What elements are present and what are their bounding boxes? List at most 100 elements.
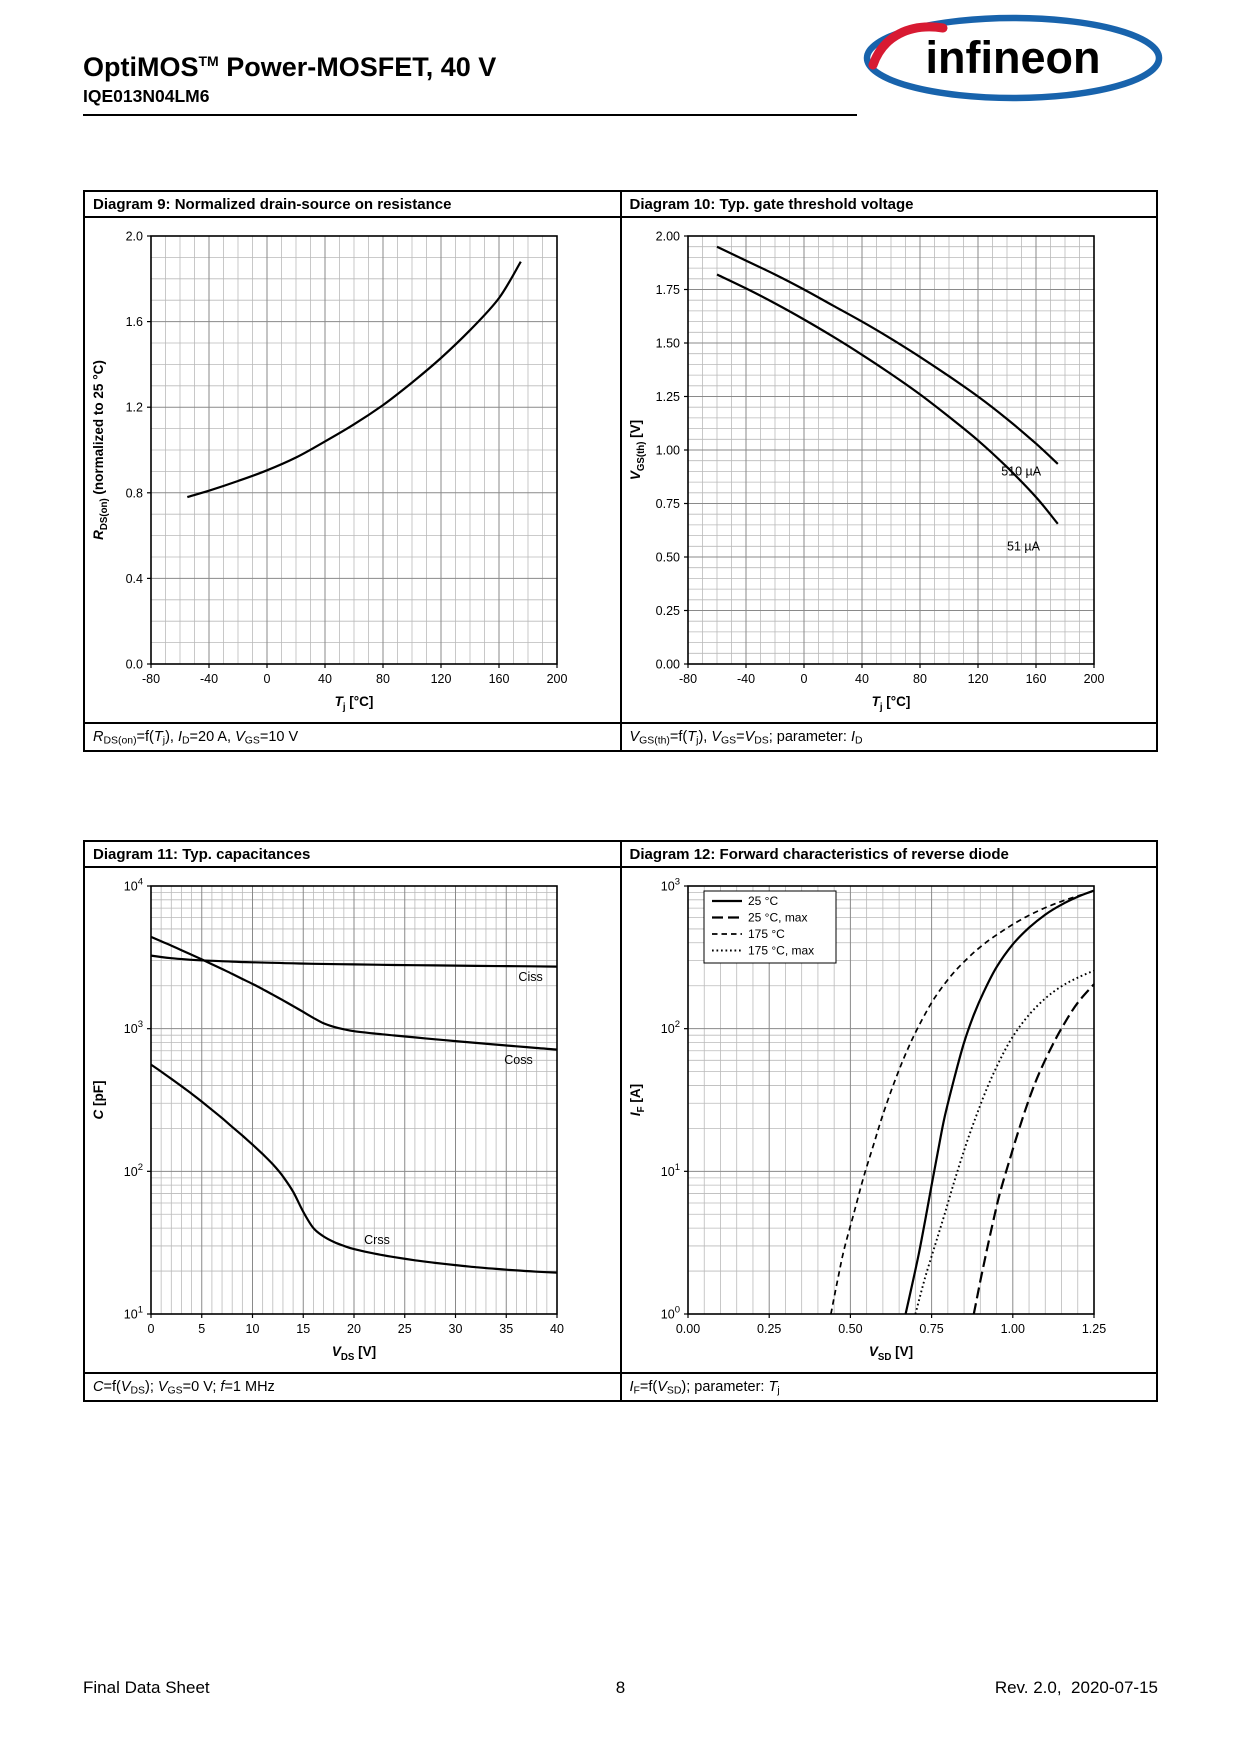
footer-page-number: 8 — [615, 1678, 626, 1697]
annotation-crss: Crss — [364, 1233, 390, 1247]
svg-text:25: 25 — [398, 1322, 412, 1336]
y-axis-label: VGS(th) [V] — [628, 420, 647, 480]
svg-text:1.50: 1.50 — [655, 337, 679, 351]
footer-doc-type: Final Data Sheet — [83, 1678, 210, 1697]
svg-text:104: 104 — [124, 877, 143, 894]
svg-text:35: 35 — [500, 1322, 514, 1336]
series-25-c-max — [972, 983, 1095, 1315]
svg-text:0: 0 — [148, 1322, 155, 1336]
diagram-12-chart-area: 0.00 0.25 0.50 0.75 1.00 1.25 100 101 102 103 25 °… — [622, 868, 1157, 1372]
plot-frame — [686, 885, 1095, 1315]
svg-text:20: 20 — [347, 1322, 361, 1336]
part-number: IQE013N04LM6 — [83, 86, 210, 106]
svg-text:103: 103 — [124, 1019, 143, 1036]
svg-text:1.6: 1.6 — [126, 315, 143, 329]
svg-text:100: 100 — [661, 1305, 680, 1322]
svg-text:101: 101 — [661, 1162, 680, 1179]
product-title: OptiMOSTM Power-MOSFET, 40 V — [83, 46, 857, 83]
annotation-ciss: Ciss — [519, 970, 543, 984]
series-175-c — [829, 890, 1094, 1315]
legend: 25 °C 25 °C, max 175 °C 175 °C, max — [703, 890, 837, 964]
series-coss — [150, 935, 558, 1051]
series-group — [829, 889, 1095, 1315]
page-header: OptiMOSTM Power-MOSFET, 40 V IQE013N04LM… — [83, 46, 857, 116]
series-175-c-max — [914, 969, 1095, 1315]
svg-text:0.75: 0.75 — [655, 497, 679, 511]
trademark-sup: TM — [198, 53, 219, 69]
svg-text:160: 160 — [1025, 672, 1046, 686]
diagram-10-chart: -80 -40 0 40 80 120 160 200 0.00 0.25 0.50 0.75 1.00… — [628, 230, 1104, 713]
diagram-11-caption: C=f(VDS); VGS=0 V; f=1 MHz — [85, 1372, 620, 1400]
svg-text:80: 80 — [913, 672, 927, 686]
series-crss — [150, 1063, 558, 1274]
svg-text:2.00: 2.00 — [655, 230, 679, 244]
diagram-10-panel: Diagram 10: Typ. gate threshold voltage … — [619, 190, 1158, 753]
svg-text:15: 15 — [297, 1322, 311, 1336]
annotation-coss: Coss — [504, 1053, 532, 1067]
svg-text:0: 0 — [800, 672, 807, 686]
diagram-12-title: Diagram 12: Forward characteristics of r… — [621, 842, 1156, 868]
svg-text:1.75: 1.75 — [655, 283, 679, 297]
page-footer: Final Data Sheet 8 Rev. 2.0, 2020-07-15 — [83, 1678, 1158, 1698]
svg-text:0.4: 0.4 — [126, 572, 143, 586]
diagram-9-panel: Diagram 9: Normalized drain-source on re… — [83, 190, 622, 753]
svg-text:2.0: 2.0 — [126, 230, 143, 244]
svg-text:0.50: 0.50 — [655, 551, 679, 565]
diagram-10-title: Diagram 10: Typ. gate threshold voltage — [621, 192, 1156, 218]
svg-text:120: 120 — [967, 672, 988, 686]
svg-text:-80: -80 — [679, 672, 697, 686]
diagram-9-chart-area: -80 -40 0 40 80 120 160 200 0.0 0.4 0.8 1.2 1.6 2.0 Tj… — [85, 218, 620, 722]
svg-text:200: 200 — [1083, 672, 1104, 686]
diagram-row-1: Diagram 9: Normalized drain-source on re… — [83, 190, 1158, 753]
diagram-11-panel: Diagram 11: Typ. capacitances 0 5 10 15 20 25… — [83, 840, 622, 1403]
diagram-12-caption: IF=f(VSD); parameter: Tj — [621, 1372, 1156, 1400]
svg-text:0.25: 0.25 — [655, 604, 679, 618]
series-group — [150, 935, 558, 1274]
series-normalized-rds-on- — [187, 261, 522, 499]
axis-ticks: -80 -40 0 40 80 120 160 200 0.00 0.25 0.50 0.75 1.00… — [655, 230, 1104, 687]
svg-text:1.2: 1.2 — [126, 401, 143, 415]
logo-text: infineon — [926, 32, 1101, 83]
diagram-12-panel: Diagram 12: Forward characteristics of r… — [619, 840, 1158, 1403]
diagram-10-chart-area: -80 -40 0 40 80 120 160 200 0.00 0.25 0.50 0.75 1.00… — [622, 218, 1157, 722]
svg-text:1.25: 1.25 — [1082, 1322, 1106, 1336]
svg-text:30: 30 — [449, 1322, 463, 1336]
axis-ticks: 0.00 0.25 0.50 0.75 1.00 1.25 100 101 102 103 — [661, 877, 1106, 1337]
svg-text:40: 40 — [855, 672, 869, 686]
series-510-a — [716, 245, 1059, 465]
svg-text:102: 102 — [661, 1019, 680, 1036]
series-51-a — [716, 273, 1059, 525]
svg-text:40: 40 — [550, 1322, 564, 1336]
annotation-51-a: 51 µA — [1007, 540, 1041, 554]
y-axis-label: C [pF] — [91, 1081, 106, 1120]
svg-text:80: 80 — [376, 672, 390, 686]
series-ciss — [151, 954, 558, 968]
axis-ticks: -80 -40 0 40 80 120 160 200 0.0 0.4 0.8 1.2 1.6 2.0 — [126, 230, 568, 687]
svg-text:1.00: 1.00 — [655, 444, 679, 458]
svg-text:10: 10 — [246, 1322, 260, 1336]
diagram-11-chart-area: 0 5 10 15 20 25 30 35 40 101 102 103 104 Ciss Coss Crss… — [85, 868, 620, 1372]
diagram-11-chart: 0 5 10 15 20 25 30 35 40 101 102 103 104 Ciss Coss Crss… — [91, 877, 564, 1363]
series-25-c — [904, 889, 1095, 1315]
product-suffix: Power-MOSFET, 40 V — [218, 52, 497, 82]
logo-ellipse — [863, 14, 1163, 102]
svg-text:0.75: 0.75 — [919, 1322, 943, 1336]
svg-text:0: 0 — [264, 672, 271, 686]
diagram-12-chart: 0.00 0.25 0.50 0.75 1.00 1.25 100 101 102 103 25 °… — [628, 877, 1106, 1363]
svg-text:40: 40 — [318, 672, 332, 686]
grid — [687, 236, 1094, 664]
plot-frame — [150, 235, 559, 665]
svg-text:0.25: 0.25 — [757, 1322, 781, 1336]
svg-text:-80: -80 — [142, 672, 160, 686]
svg-text:-40: -40 — [737, 672, 755, 686]
x-axis-label: Tj [°C] — [871, 694, 910, 713]
diagram-9-chart: -80 -40 0 40 80 120 160 200 0.0 0.4 0.8 1.2 1.6 2.0 Tj… — [91, 230, 568, 713]
svg-text:175 °C: 175 °C — [748, 927, 785, 941]
diagram-9-title: Diagram 9: Normalized drain-source on re… — [85, 192, 620, 218]
svg-text:1.25: 1.25 — [655, 390, 679, 404]
series-group — [187, 261, 522, 499]
product-name: OptiMOS — [83, 52, 199, 82]
svg-text:1.00: 1.00 — [1000, 1322, 1024, 1336]
x-axis-label: VDS [V] — [332, 1344, 376, 1363]
grid — [151, 886, 558, 1314]
